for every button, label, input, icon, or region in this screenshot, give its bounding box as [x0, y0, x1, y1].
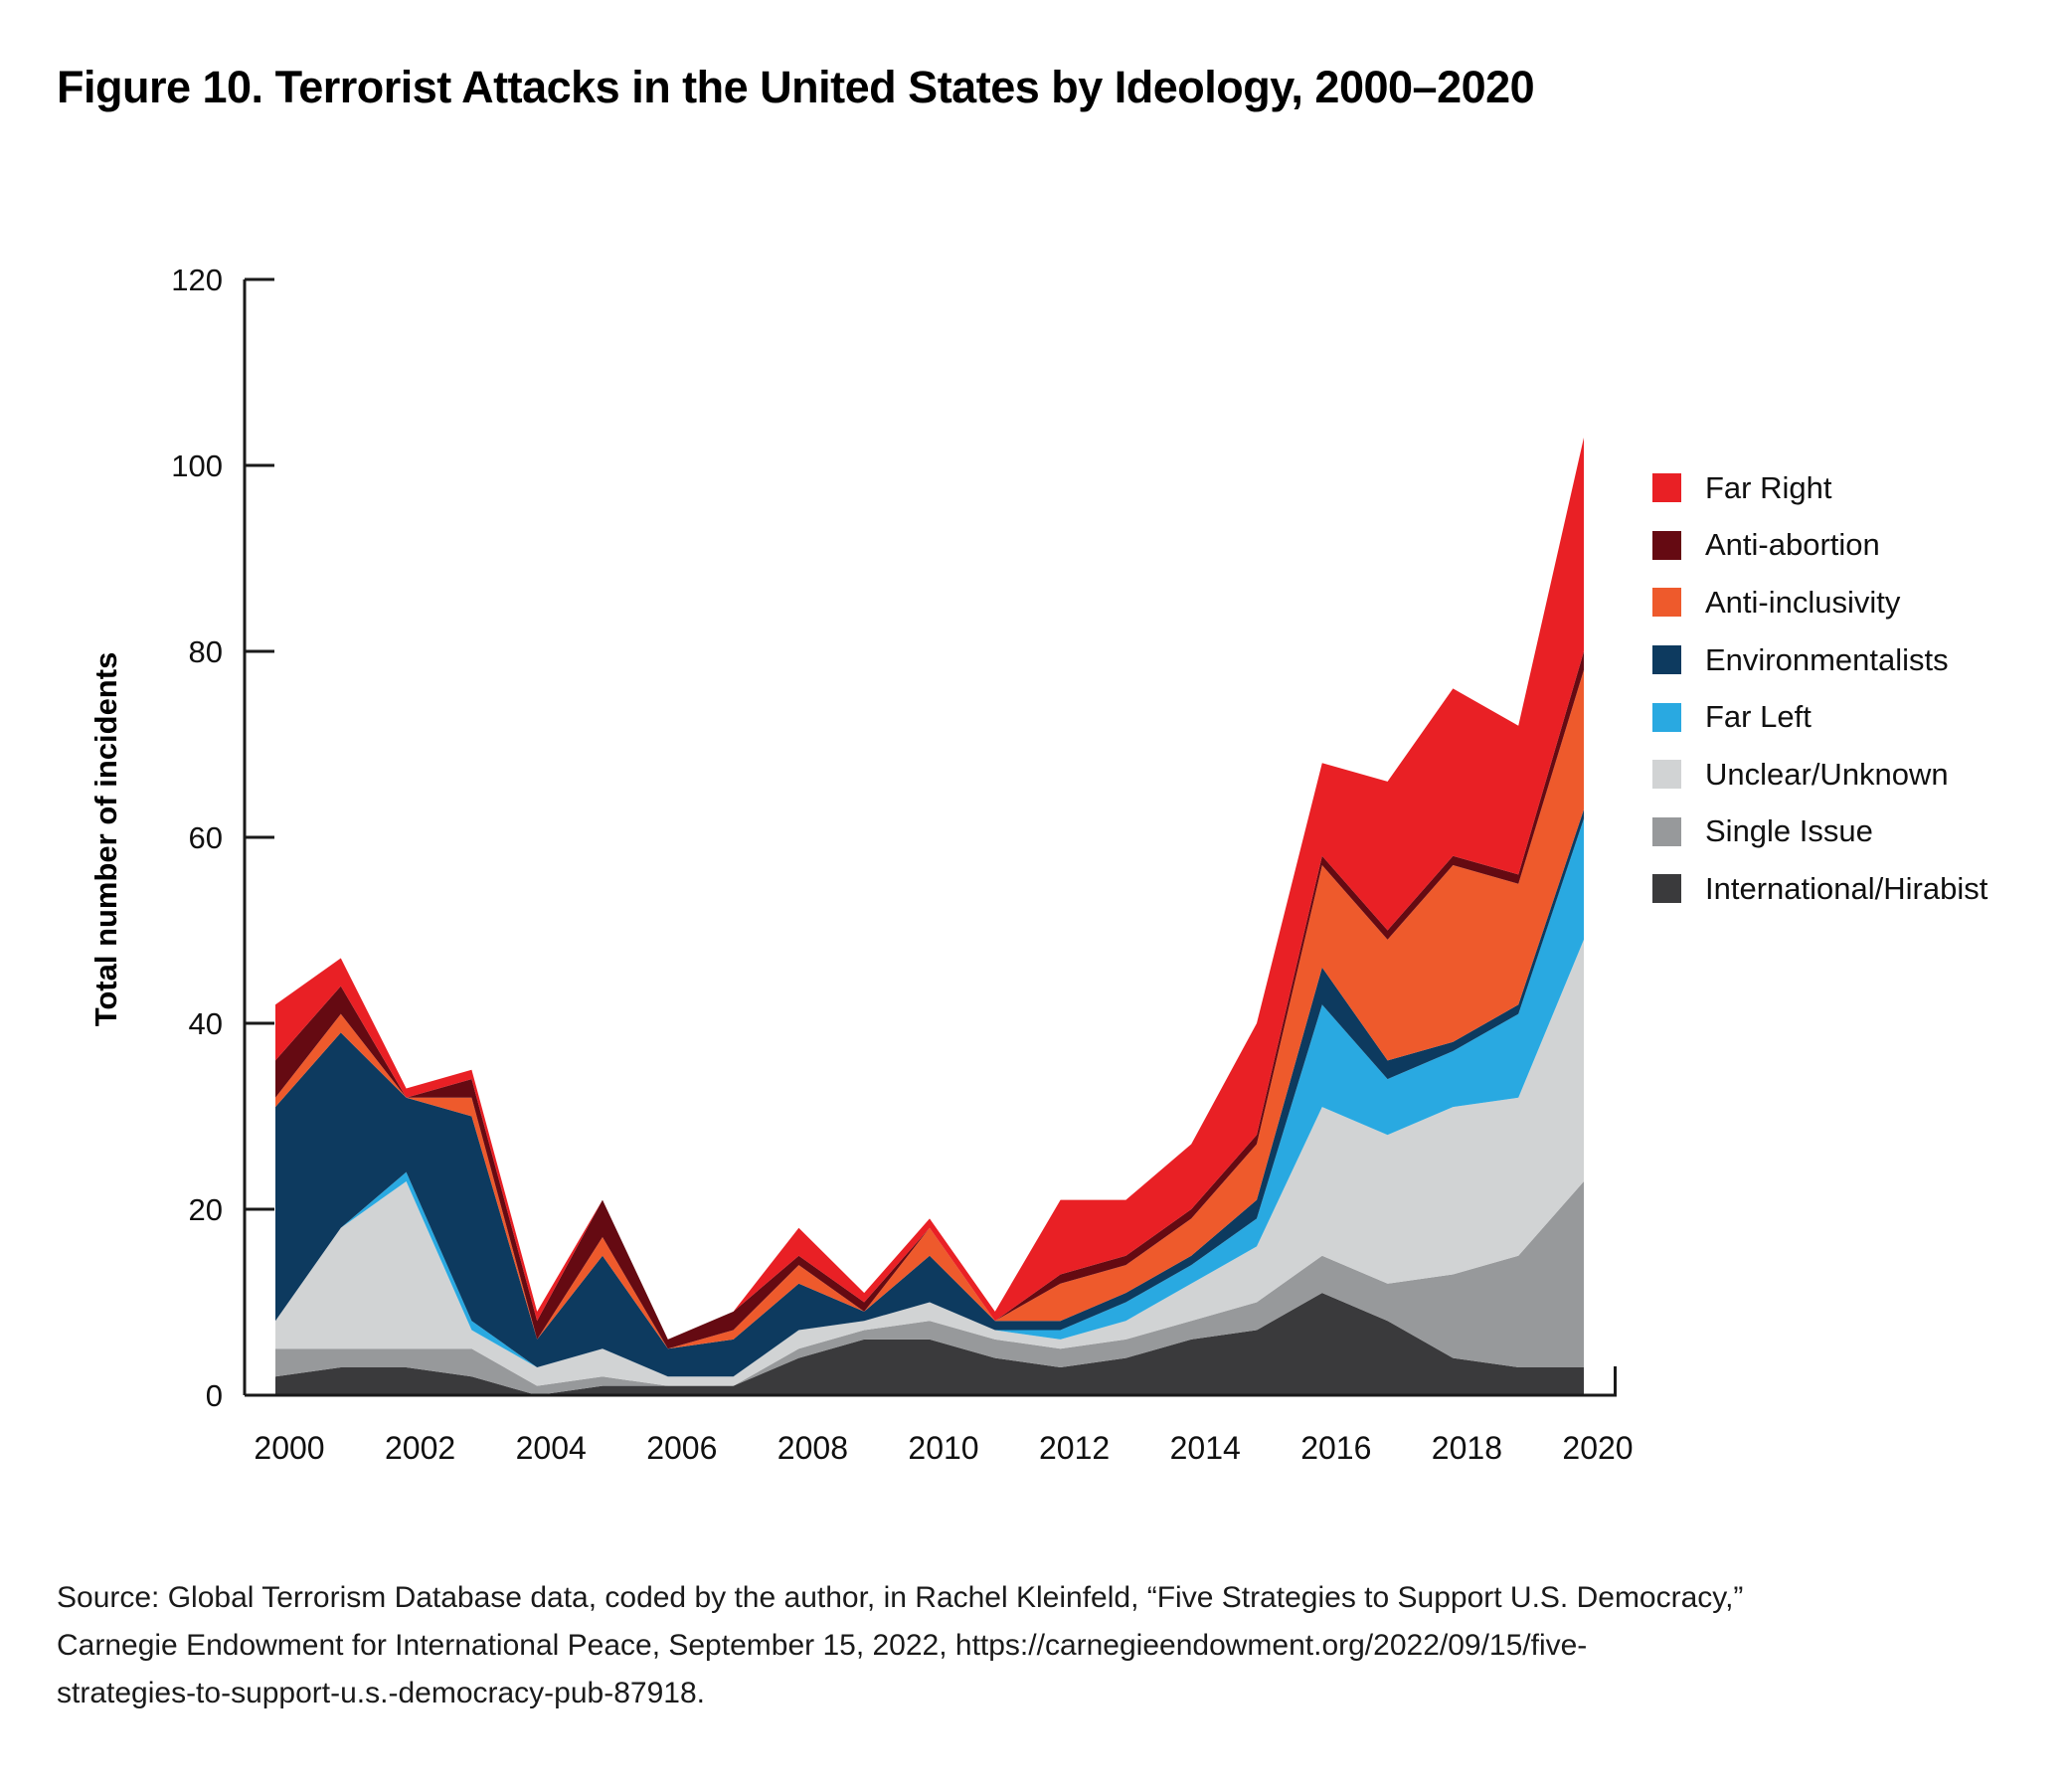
x-tick-label: 2002 — [385, 1430, 455, 1466]
legend-item-anti-inclusivity: Anti-inclusivity — [1652, 574, 1987, 631]
y-tick-label: 20 — [189, 1192, 223, 1227]
legend-swatch-international-hirabist — [1652, 874, 1681, 904]
x-tick-label: 2018 — [1432, 1430, 1502, 1466]
source-text: Source: Global Terrorism Database data, … — [57, 1574, 1995, 1717]
legend-swatch-environmentalists — [1652, 645, 1681, 675]
x-tick-label: 2004 — [516, 1430, 587, 1466]
legend-label: Anti-abortion — [1705, 527, 1880, 563]
legend-label: International/Hirabist — [1705, 870, 1988, 906]
legend-swatch-far-left — [1652, 702, 1681, 732]
legend-label: Single Issue — [1705, 813, 1873, 849]
series-area-unclear-unknown — [275, 939, 1584, 1386]
legend-item-far-right: Far Right — [1652, 459, 1987, 517]
y-tick-label: 100 — [171, 448, 223, 483]
legend-item-single-issue: Single Issue — [1652, 804, 1987, 861]
y-tick-label: 80 — [189, 634, 223, 669]
x-tick-label: 2008 — [777, 1430, 848, 1466]
legend-swatch-unclear-unknown — [1652, 760, 1681, 790]
series-area-single-issue — [275, 1180, 1584, 1395]
legend-item-environmentalists: Environmentalists — [1652, 631, 1987, 689]
x-tick-label: 2006 — [646, 1430, 717, 1466]
legend-label: Anti-inclusivity — [1705, 584, 1901, 620]
source-line: strategies-to-support-u.s.-democracy-pub… — [57, 1677, 705, 1709]
legend-swatch-anti-abortion — [1652, 530, 1681, 560]
legend-item-international-hirabist: International/Hirabist — [1652, 860, 1987, 918]
legend-item-unclear-unknown: Unclear/Unknown — [1652, 746, 1987, 804]
chart-legend: Far Right Anti-abortion Anti-inclusivity En… — [1652, 459, 1987, 918]
source-line: Source: Global Terrorism Database data, … — [57, 1581, 1744, 1614]
x-tick-label: 2014 — [1170, 1430, 1241, 1466]
source-line: Carnegie Endowment for International Pea… — [57, 1629, 1588, 1662]
series-area-anti-inclusivity — [275, 669, 1584, 1349]
legend-swatch-single-issue — [1652, 816, 1681, 846]
legend-swatch-far-right — [1652, 473, 1681, 503]
legend-label: Far Right — [1705, 469, 1832, 505]
figure-title: Figure 10. Terrorist Attacks in the Unit… — [57, 62, 1535, 112]
legend-label: Far Left — [1705, 699, 1812, 735]
series-area-international-hirabist — [275, 1293, 1584, 1395]
legend-item-far-left: Far Left — [1652, 688, 1987, 746]
legend-item-anti-abortion: Anti-abortion — [1652, 517, 1987, 575]
y-tick-label: 40 — [189, 1006, 223, 1041]
legend-label: Unclear/Unknown — [1705, 756, 1949, 792]
x-tick-label: 2020 — [1562, 1430, 1633, 1466]
y-tick-label: 120 — [171, 263, 223, 297]
series-area-far-right — [275, 437, 1584, 1340]
series-area-far-left — [275, 818, 1584, 1377]
x-tick-label: 2010 — [908, 1430, 978, 1466]
x-tick-label: 2016 — [1300, 1430, 1371, 1466]
y-axis-title: Total number of incidents — [88, 652, 123, 1027]
legend-label: Environmentalists — [1705, 641, 1949, 677]
series-area-environmentalists — [275, 808, 1584, 1377]
y-tick-label: 60 — [189, 820, 223, 855]
y-tick-label: 0 — [206, 1378, 223, 1413]
x-tick-label: 2000 — [254, 1430, 324, 1466]
legend-swatch-anti-inclusivity — [1652, 588, 1681, 618]
x-tick-label: 2012 — [1039, 1430, 1110, 1466]
